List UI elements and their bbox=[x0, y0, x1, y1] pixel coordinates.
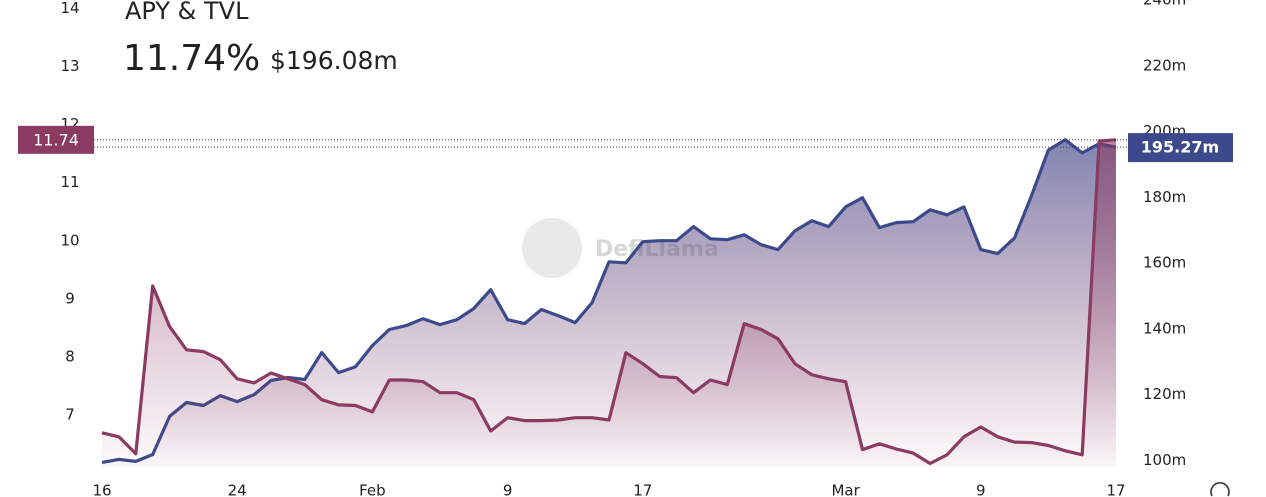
headline-apy: 11.74% bbox=[123, 38, 260, 79]
y2-tick-label: 240m bbox=[1143, 0, 1186, 9]
refresh-icon[interactable] bbox=[1210, 482, 1230, 497]
apy-tag-label: 11.74 bbox=[33, 130, 79, 149]
area bbox=[102, 139, 1116, 468]
headline-tvl: $196.08m bbox=[270, 46, 398, 75]
y-tick-label: 11 bbox=[60, 173, 79, 191]
x-tick-label: 9 bbox=[503, 482, 513, 497]
y2-tick-label: 220m bbox=[1143, 56, 1186, 74]
tvl-tag-label: 195.27m bbox=[1141, 138, 1219, 157]
y-tick-label: 9 bbox=[65, 289, 75, 307]
x-tick-label: 16 bbox=[92, 482, 111, 497]
y2-tick-label: 100m bbox=[1143, 451, 1186, 469]
area bbox=[102, 139, 1116, 468]
y2-tick-label: 120m bbox=[1143, 385, 1186, 403]
y-tick-label: 13 bbox=[60, 57, 79, 75]
x-tick-label: 17 bbox=[1106, 482, 1125, 497]
x-tick-label: 9 bbox=[976, 482, 986, 497]
x-tick-label: Mar bbox=[831, 482, 860, 497]
x-tick-label: 17 bbox=[633, 482, 652, 497]
apy-tag bbox=[18, 125, 94, 154]
y-tick-label: 8 bbox=[65, 347, 75, 365]
line bbox=[101, 138, 1117, 466]
y2-tick-label: 160m bbox=[1143, 254, 1186, 272]
y-tick-label: 14 bbox=[60, 0, 79, 17]
tvl-tag bbox=[1128, 133, 1233, 163]
y2-tick-label: 180m bbox=[1143, 188, 1186, 206]
y2-tick-label: 140m bbox=[1143, 319, 1186, 337]
y-tick-label: 7 bbox=[65, 405, 75, 423]
x-tick-label: Feb bbox=[359, 482, 386, 497]
y-tick-label: 10 bbox=[60, 231, 79, 249]
chart-title: APY & TVL bbox=[125, 0, 249, 25]
x-tick-label: 24 bbox=[228, 482, 247, 497]
